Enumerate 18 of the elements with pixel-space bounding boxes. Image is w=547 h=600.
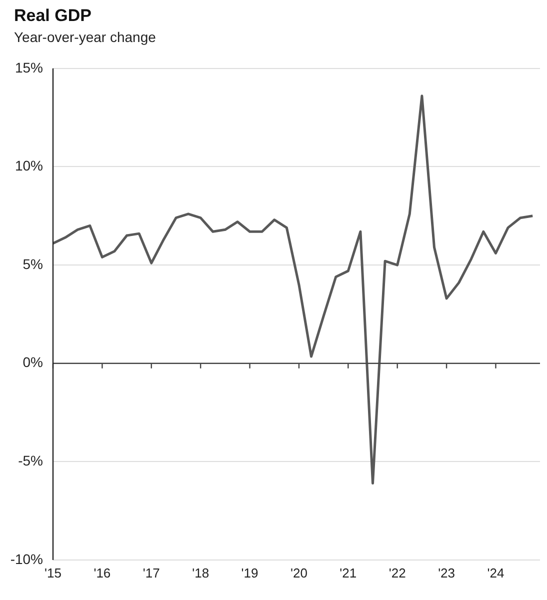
x-tick-label: '20 — [290, 565, 308, 580]
x-tick-label: '23 — [438, 565, 456, 580]
chart-subtitle: Year-over-year change — [14, 29, 156, 45]
x-tick-label: '16 — [94, 565, 111, 580]
y-tick-label: 0% — [22, 354, 43, 370]
chart-title: Real GDP — [14, 6, 92, 26]
x-tick-label: '21 — [340, 565, 357, 580]
x-tick-label: '17 — [142, 565, 160, 580]
x-tick-label: '22 — [388, 565, 406, 580]
x-tick-label: '18 — [192, 565, 210, 580]
y-tick-label: -5% — [18, 452, 43, 469]
y-tick-label: 10% — [14, 158, 43, 174]
y-tick-label: 5% — [22, 256, 43, 272]
y-tick-label: -10% — [10, 550, 43, 567]
x-tick-label: '15 — [44, 565, 62, 580]
x-tick-label: '19 — [241, 565, 258, 580]
x-tick-label: '24 — [487, 565, 504, 580]
y-tick-label: 15% — [14, 59, 43, 76]
